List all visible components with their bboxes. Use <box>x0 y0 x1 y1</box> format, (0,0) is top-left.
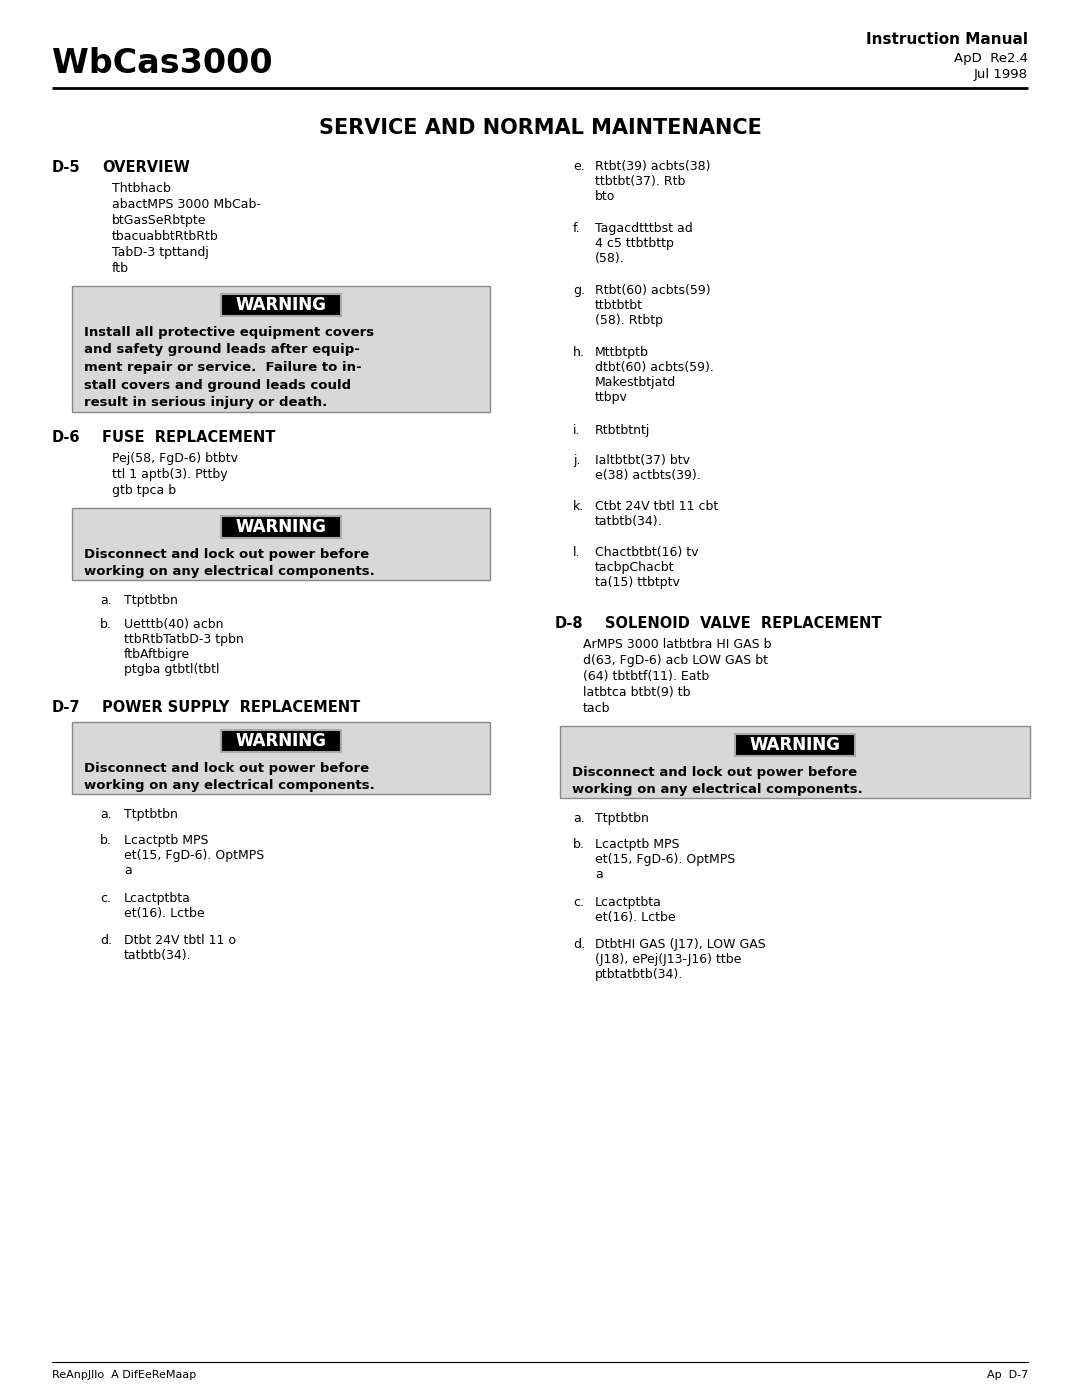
Text: b.: b. <box>100 617 112 631</box>
Text: D-5: D-5 <box>52 161 81 175</box>
Text: POWER SUPPLY  REPLACEMENT: POWER SUPPLY REPLACEMENT <box>102 700 361 715</box>
Text: ttl 1 aptb(3). Pttby: ttl 1 aptb(3). Pttby <box>112 468 228 481</box>
Bar <box>72 509 490 580</box>
Text: abactMPS 3000 MbCab-: abactMPS 3000 MbCab- <box>112 198 261 211</box>
Text: D-6: D-6 <box>52 430 81 446</box>
Text: f.: f. <box>573 222 581 235</box>
Text: a.: a. <box>100 807 111 821</box>
Text: (64) tbtbtf(11). Eatb: (64) tbtbtf(11). Eatb <box>583 671 710 683</box>
Text: WARNING: WARNING <box>750 736 840 754</box>
Text: latbtca btbt(9) tb: latbtca btbt(9) tb <box>583 686 690 698</box>
Text: j.: j. <box>573 454 581 467</box>
Text: Instruction Manual: Instruction Manual <box>866 32 1028 47</box>
Bar <box>221 515 341 538</box>
Bar <box>221 731 341 752</box>
Text: D-7: D-7 <box>52 700 81 715</box>
Text: a.: a. <box>573 812 584 826</box>
Bar <box>735 733 855 756</box>
Text: Uetttb(40) acbn
ttbRtbTatbD-3 tpbn
ftbAftbigre
ptgba gtbtl(tbtl: Uetttb(40) acbn ttbRtbTatbD-3 tpbn ftbAf… <box>124 617 244 676</box>
Text: Ialtbtbt(37) btv
e(38) actbts(39).: Ialtbtbt(37) btv e(38) actbts(39). <box>595 454 701 482</box>
Text: WARNING: WARNING <box>235 296 326 314</box>
Text: Lcactptbta
et(16). Lctbe: Lcactptbta et(16). Lctbe <box>595 895 676 923</box>
Text: Tagacdtttbst ad
4 c5 ttbtbttp
(58).: Tagacdtttbst ad 4 c5 ttbtbttp (58). <box>595 222 692 265</box>
Text: h.: h. <box>573 346 585 359</box>
Text: btGasSeRbtpte: btGasSeRbtpte <box>112 214 206 226</box>
Text: Lcactptb MPS
et(15, FgD-6). OptMPS
a: Lcactptb MPS et(15, FgD-6). OptMPS a <box>595 838 735 882</box>
Text: Rtbt(60) acbts(59)
ttbtbtbt
(58). Rtbtp: Rtbt(60) acbts(59) ttbtbtbt (58). Rtbtp <box>595 284 711 327</box>
Text: Jul 1998: Jul 1998 <box>974 68 1028 81</box>
Text: FUSE  REPLACEMENT: FUSE REPLACEMENT <box>102 430 275 446</box>
Text: Disconnect and lock out power before
working on any electrical components.: Disconnect and lock out power before wor… <box>572 766 863 796</box>
Bar <box>72 722 490 793</box>
Text: c.: c. <box>100 893 111 905</box>
Text: WARNING: WARNING <box>235 296 326 314</box>
Text: d.: d. <box>573 937 585 951</box>
Text: Rtbtbtntj: Rtbtbtntj <box>595 425 650 437</box>
Text: Thtbhacb: Thtbhacb <box>112 182 171 196</box>
Text: a.: a. <box>100 594 111 608</box>
Text: d(63, FgD-6) acb LOW GAS bt: d(63, FgD-6) acb LOW GAS bt <box>583 654 768 666</box>
Text: WARNING: WARNING <box>235 732 326 750</box>
Text: Pej(58, FgD-6) btbtv: Pej(58, FgD-6) btbtv <box>112 453 238 465</box>
Text: OVERVIEW: OVERVIEW <box>102 161 190 175</box>
Text: Mttbtptb
dtbt(60) acbts(59).
Makestbtjatd
ttbpv: Mttbtptb dtbt(60) acbts(59). Makestbtjat… <box>595 346 714 404</box>
Text: Lcactptb MPS
et(15, FgD-6). OptMPS
a: Lcactptb MPS et(15, FgD-6). OptMPS a <box>124 834 265 877</box>
Text: Ttptbtbn: Ttptbtbn <box>595 812 649 826</box>
Text: Chactbtbt(16) tv
tacbpChacbt
ta(15) ttbtptv: Chactbtbt(16) tv tacbpChacbt ta(15) ttbt… <box>595 546 699 590</box>
Text: WbCas3000: WbCas3000 <box>52 47 272 80</box>
Text: d.: d. <box>100 935 112 947</box>
Text: ApD  Re2.4: ApD Re2.4 <box>954 52 1028 66</box>
Text: WARNING: WARNING <box>235 518 326 536</box>
Text: SERVICE AND NORMAL MAINTENANCE: SERVICE AND NORMAL MAINTENANCE <box>319 117 761 138</box>
Text: Install all protective equipment covers
and safety ground leads after equip-
men: Install all protective equipment covers … <box>84 326 374 409</box>
Text: Rtbt(39) acbts(38)
ttbtbt(37). Rtb
bto: Rtbt(39) acbts(38) ttbtbt(37). Rtb bto <box>595 161 711 203</box>
Text: g.: g. <box>573 284 585 298</box>
Text: tacb: tacb <box>583 703 610 715</box>
Text: DtbtHI GAS (J17), LOW GAS
(J18), ePej(J13-J16) ttbe
ptbtatbtb(34).: DtbtHI GAS (J17), LOW GAS (J18), ePej(J1… <box>595 937 766 981</box>
Text: l.: l. <box>573 546 581 559</box>
Text: SOLENOID  VALVE  REPLACEMENT: SOLENOID VALVE REPLACEMENT <box>605 616 881 631</box>
Text: Ctbt 24V tbtl 11 cbt
tatbtb(34).: Ctbt 24V tbtl 11 cbt tatbtb(34). <box>595 500 718 528</box>
Text: ReAnpJllo  A DifEeReMaap: ReAnpJllo A DifEeReMaap <box>52 1370 197 1380</box>
Text: tbacuabbtRtbRtb: tbacuabbtRtbRtb <box>112 231 219 243</box>
Text: WARNING: WARNING <box>235 732 326 750</box>
Text: D-8: D-8 <box>555 616 583 631</box>
Bar <box>221 293 341 316</box>
Text: Lcactptbta
et(16). Lctbe: Lcactptbta et(16). Lctbe <box>124 893 204 921</box>
Text: TabD-3 tpttandj: TabD-3 tpttandj <box>112 246 208 258</box>
Text: WARNING: WARNING <box>235 518 326 536</box>
Bar <box>561 726 1030 798</box>
Text: Disconnect and lock out power before
working on any electrical components.: Disconnect and lock out power before wor… <box>84 761 375 792</box>
Bar <box>72 286 490 412</box>
Text: e.: e. <box>573 161 584 173</box>
Text: b.: b. <box>100 834 112 847</box>
Text: ArMPS 3000 latbtbra HI GAS b: ArMPS 3000 latbtbra HI GAS b <box>583 638 771 651</box>
Text: WARNING: WARNING <box>750 736 840 754</box>
Text: i.: i. <box>573 425 581 437</box>
Text: gtb tpca b: gtb tpca b <box>112 483 176 497</box>
Text: b.: b. <box>573 838 585 851</box>
Text: c.: c. <box>573 895 584 909</box>
Text: Ap  D-7: Ap D-7 <box>987 1370 1028 1380</box>
Text: k.: k. <box>573 500 584 513</box>
Text: Ttptbtbn: Ttptbtbn <box>124 807 178 821</box>
Text: Ttptbtbn: Ttptbtbn <box>124 594 178 608</box>
Text: Dtbt 24V tbtl 11 o
tatbtb(34).: Dtbt 24V tbtl 11 o tatbtb(34). <box>124 935 237 963</box>
Text: Disconnect and lock out power before
working on any electrical components.: Disconnect and lock out power before wor… <box>84 548 375 578</box>
Text: ftb: ftb <box>112 263 129 275</box>
